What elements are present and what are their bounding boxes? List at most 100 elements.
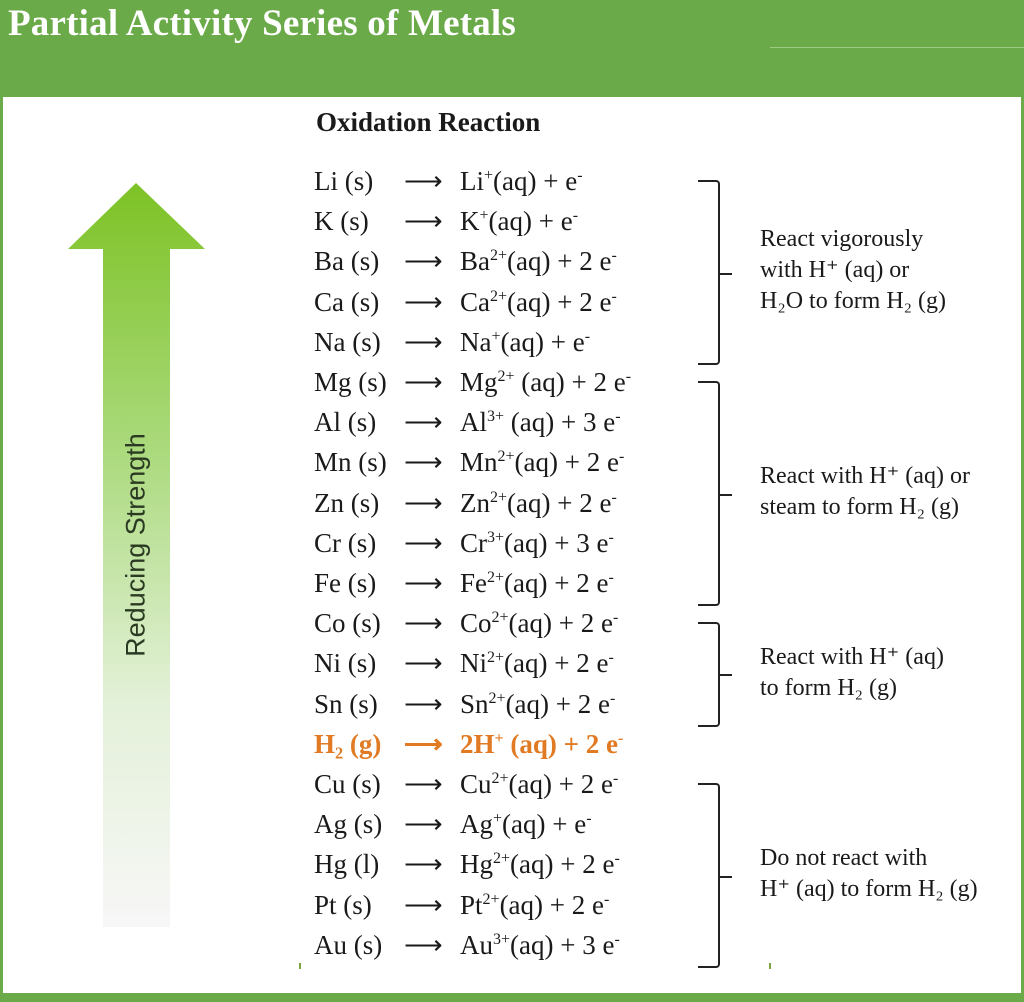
electron-charge: - <box>618 729 624 747</box>
reaction-arrow-icon: ⟶ <box>404 246 443 277</box>
electron-charge: - <box>614 930 620 948</box>
reactant: Pt (s) <box>314 889 372 920</box>
ion-charge: + <box>479 207 489 225</box>
product: Pt2+(aq) + 2 e- <box>460 890 609 921</box>
ion: Mn <box>460 447 498 478</box>
ion-charge: 2+ <box>497 368 515 385</box>
group-description: React with H⁺ (aq) to form H₂ (g) <box>760 642 944 704</box>
electron-charge: - <box>584 327 591 345</box>
reactant: Au (s) <box>314 929 383 960</box>
reactant: Cu (s) <box>314 769 381 799</box>
product: Co2+(aq) + 2 e- <box>460 608 618 639</box>
ion: Ag <box>460 809 493 840</box>
description-line: React with H⁺ (aq) or <box>760 462 970 489</box>
ion-charge: + <box>493 810 503 828</box>
reactant: Ca (s) <box>314 286 380 317</box>
ion-charge: 3+ <box>493 930 511 948</box>
reactant: Ni (s) <box>314 648 377 679</box>
tick-mark <box>769 963 771 969</box>
electron-charge: - <box>611 247 617 265</box>
reaction-arrow-icon: ⟶ <box>404 728 443 759</box>
reaction-arrow-icon: ⟶ <box>404 568 443 598</box>
description-line: H⁺ (aq) to form H₂ (g) <box>760 875 978 902</box>
reactant: Sn (s) <box>314 688 378 719</box>
ion-charge: + <box>491 327 501 345</box>
ion: Li <box>460 166 484 196</box>
reaction-arrow-icon: ⟶ <box>404 326 443 357</box>
tick-mark <box>299 963 301 969</box>
reactant: Li (s) <box>314 166 374 196</box>
title-banner: Partial Activity Series of Metals <box>0 0 1024 97</box>
group-bracket <box>698 180 732 365</box>
electron-charge: - <box>608 528 614 546</box>
product: Ba2+(aq) + 2 e- <box>460 246 617 277</box>
ion-charge: 2+ <box>491 770 509 787</box>
reaction-arrow-icon: ⟶ <box>404 286 443 317</box>
reducing-strength-label: Reducing Strength <box>120 433 151 657</box>
reaction-arrow-icon: ⟶ <box>404 527 443 558</box>
reaction-arrow-icon: ⟶ <box>404 769 443 799</box>
product: K+(aq) + e- <box>460 206 578 237</box>
electron-charge: - <box>618 448 625 466</box>
ion-charge: 2+ <box>497 448 515 466</box>
ion: Sn <box>460 688 489 719</box>
ion-charge: 2+ <box>490 287 508 305</box>
group-bracket <box>698 622 732 727</box>
ion: Cr <box>460 527 487 558</box>
product-tail: (aq) + 2 e <box>510 849 615 880</box>
ion: Zn <box>460 487 490 518</box>
column-heading: Oxidation Reaction <box>316 107 541 137</box>
product-tail: (aq) + 2 e <box>503 728 619 759</box>
ion-charge: 2+ <box>491 609 509 627</box>
reactant: H₂ (g) <box>314 728 382 759</box>
ion: Ba <box>460 246 490 277</box>
reducing-strength-arrow-icon <box>68 183 205 927</box>
group-description: React vigorously with H⁺ (aq) or H₂O to fo… <box>760 224 946 317</box>
product-tail: (aq) + 2 e <box>508 608 613 639</box>
reactant: K (s) <box>314 206 369 237</box>
group-description: React with H⁺ (aq) or steam to form H₂ (g… <box>760 461 970 523</box>
reactant: Mn (s) <box>314 447 387 478</box>
product: 2H+ (aq) + 2 e- <box>460 729 623 760</box>
product-tail: (aq) + 2 e <box>505 688 610 719</box>
ion: K <box>460 206 480 237</box>
product-tail: (aq) + 3 e <box>510 929 615 960</box>
product-tail: (aq) + e <box>488 206 573 237</box>
ion-charge: 2+ <box>488 689 506 707</box>
reaction-arrow-icon: ⟶ <box>404 367 443 397</box>
ion: Ni <box>460 648 487 679</box>
ion-charge: 2+ <box>487 569 505 586</box>
figure-title: Partial Activity Series of Metals <box>8 3 516 44</box>
product-tail: (aq) + 2 e <box>507 487 612 518</box>
ion-charge: 3+ <box>487 528 505 546</box>
product-tail: (aq) + 2 e <box>499 889 604 920</box>
ion: Mg <box>460 367 498 397</box>
banner-divider <box>770 47 1024 48</box>
reactant: Hg (l) <box>314 849 380 880</box>
group-bracket <box>698 783 732 968</box>
product-tail: (aq) + 2 e <box>507 286 612 317</box>
reactant: Al (s) <box>314 407 377 438</box>
ion: 2H <box>460 728 495 759</box>
product: Mn2+(aq) + 2 e- <box>460 447 624 478</box>
description-line: steam to form H₂ (g) <box>760 493 959 520</box>
product-tail: (aq) + e <box>493 166 578 196</box>
electron-charge: - <box>615 408 621 426</box>
product-tail: (aq) + 2 e <box>514 367 626 397</box>
reactant: Ag (s) <box>314 809 383 840</box>
reaction-arrow-icon: ⟶ <box>404 688 443 719</box>
ion-charge: 2+ <box>482 890 500 908</box>
reaction-arrow-icon: ⟶ <box>404 166 443 196</box>
electron-charge: - <box>610 689 616 707</box>
product: Zn2+(aq) + 2 e- <box>460 488 617 519</box>
group-description: Do not react with H⁺ (aq) to form H₂ (g) <box>760 843 978 905</box>
reaction-arrow-icon: ⟶ <box>404 447 443 478</box>
ion: Al <box>460 407 487 438</box>
ion-charge: 2+ <box>490 488 508 506</box>
ion: Cu <box>460 769 492 799</box>
product: Hg2+(aq) + 2 e- <box>460 849 620 880</box>
product-tail: (aq) + 2 e <box>504 648 609 679</box>
product: Na+(aq) + e- <box>460 327 590 358</box>
group-bracket <box>698 381 732 607</box>
ion: Pt <box>460 889 483 920</box>
